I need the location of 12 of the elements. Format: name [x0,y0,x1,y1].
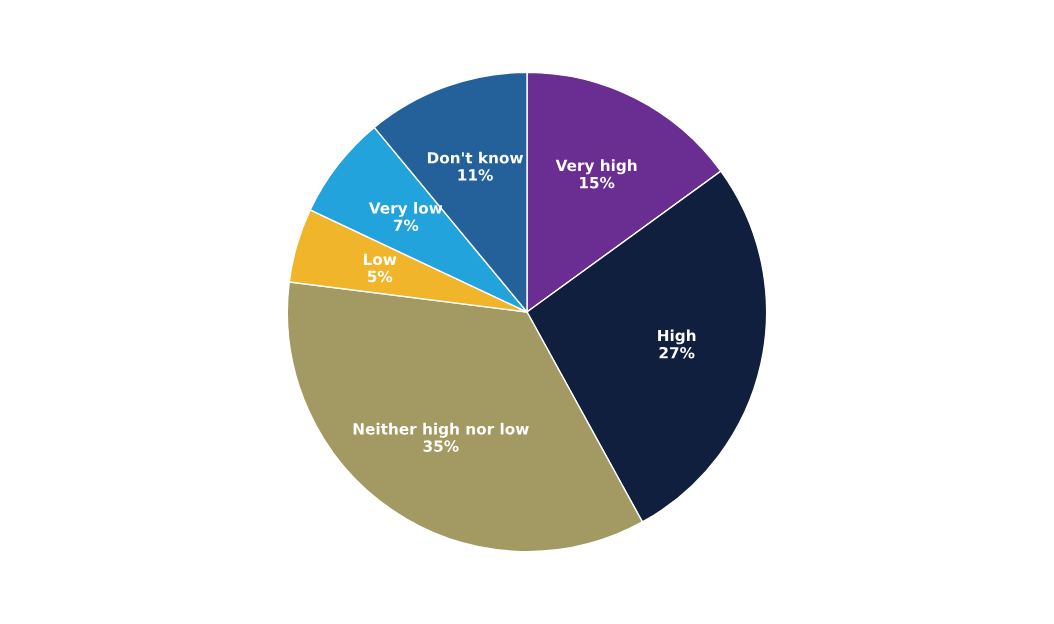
data-label: 35% [423,440,459,452]
data-label: 15% [580,176,615,189]
slice-label: Very low [368,202,443,217]
data-label: 7% [393,219,419,232]
slice-label: Neither high nor low [353,422,529,438]
data-label: 11% [458,169,493,181]
slice-label: Very high [555,159,637,175]
data-label: 5% [367,270,393,283]
data-label: 27% [659,346,695,359]
slice-label: High [658,329,696,345]
slice-label: Low [363,253,397,266]
slice-label: Don't know [427,151,524,164]
